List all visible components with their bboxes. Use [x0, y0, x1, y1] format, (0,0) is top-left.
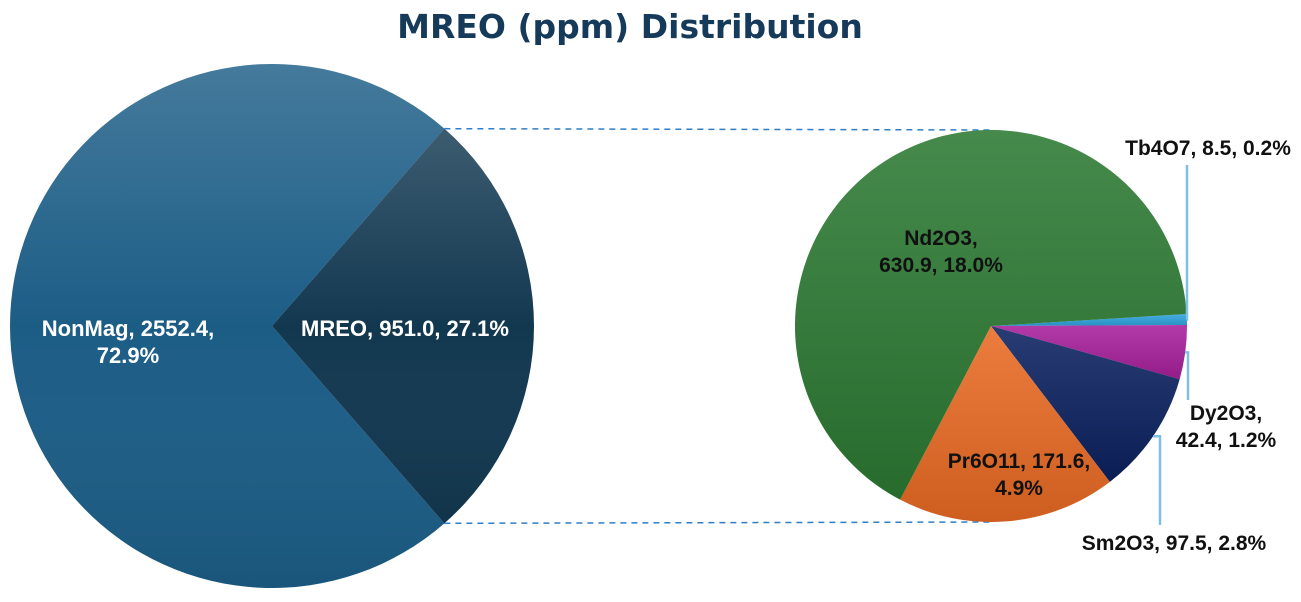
- sec-slice-shade-sm2o3: [991, 326, 1180, 482]
- connector-bottom: [444, 521, 992, 525]
- label-nonmag-line: NonMag, 2552.4,: [42, 316, 214, 341]
- label-sm2o3: Sm2O3, 97.5, 2.8%: [1082, 532, 1267, 555]
- main-slice-shade-mreo: [272, 128, 534, 524]
- label-nd2o3-line: Nd2O3,: [904, 227, 978, 250]
- leader-lines: [1153, 165, 1190, 525]
- label-nd2o3: Nd2O3, 630.9, 18.0%: [879, 227, 1003, 277]
- leader-sm2o3: [1153, 434, 1162, 525]
- label-nd2o3-line: 630.9, 18.0%: [879, 254, 1003, 277]
- label-nonmag: NonMag, 2552.4, 72.9%: [42, 316, 214, 368]
- main-pie: [9, 63, 534, 588]
- sec-slice-shade-tb4o7: [991, 313, 1187, 326]
- secondary-pie: [794, 130, 1187, 522]
- label-pr6o11-line: Pr6O11, 171.6,: [948, 450, 1090, 473]
- leader-dy2o3: [1185, 351, 1190, 400]
- main-slice-shade-nonmag: [9, 63, 445, 588]
- label-mreo: MREO, 951.0, 27.1%: [301, 316, 509, 341]
- label-dy2o3-line: Dy2O3,: [1190, 402, 1262, 425]
- label-pr6o11: Pr6O11, 171.6, 4.9%: [948, 450, 1090, 500]
- label-dy2o3: Dy2O3, 42.4, 1.2%: [1176, 402, 1277, 452]
- chart-title: MREO (ppm) Distribution: [397, 7, 863, 46]
- connector-lines: [444, 127, 992, 525]
- sec-slice-shade-nd2o3: [794, 130, 1187, 500]
- label-dy2o3-line: 42.4, 1.2%: [1176, 429, 1277, 452]
- sec-slice-shade-pr6o11: [900, 326, 1110, 522]
- label-mreo-line: MREO, 951.0, 27.1%: [301, 316, 509, 341]
- label-tb4o7-line: Tb4O7, 8.5, 0.2%: [1125, 137, 1291, 160]
- data-labels: NonMag, 2552.4, 72.9% MREO, 951.0, 27.1% Nd…: [42, 137, 1291, 555]
- label-tb4o7: Tb4O7, 8.5, 0.2%: [1125, 137, 1291, 160]
- connector-top: [444, 127, 992, 131]
- label-nonmag-line: 72.9%: [97, 343, 159, 368]
- label-sm2o3-line: Sm2O3, 97.5, 2.8%: [1082, 532, 1267, 555]
- label-pr6o11-line: 4.9%: [995, 477, 1043, 500]
- sec-slice-shade-dy2o3: [991, 324, 1187, 380]
